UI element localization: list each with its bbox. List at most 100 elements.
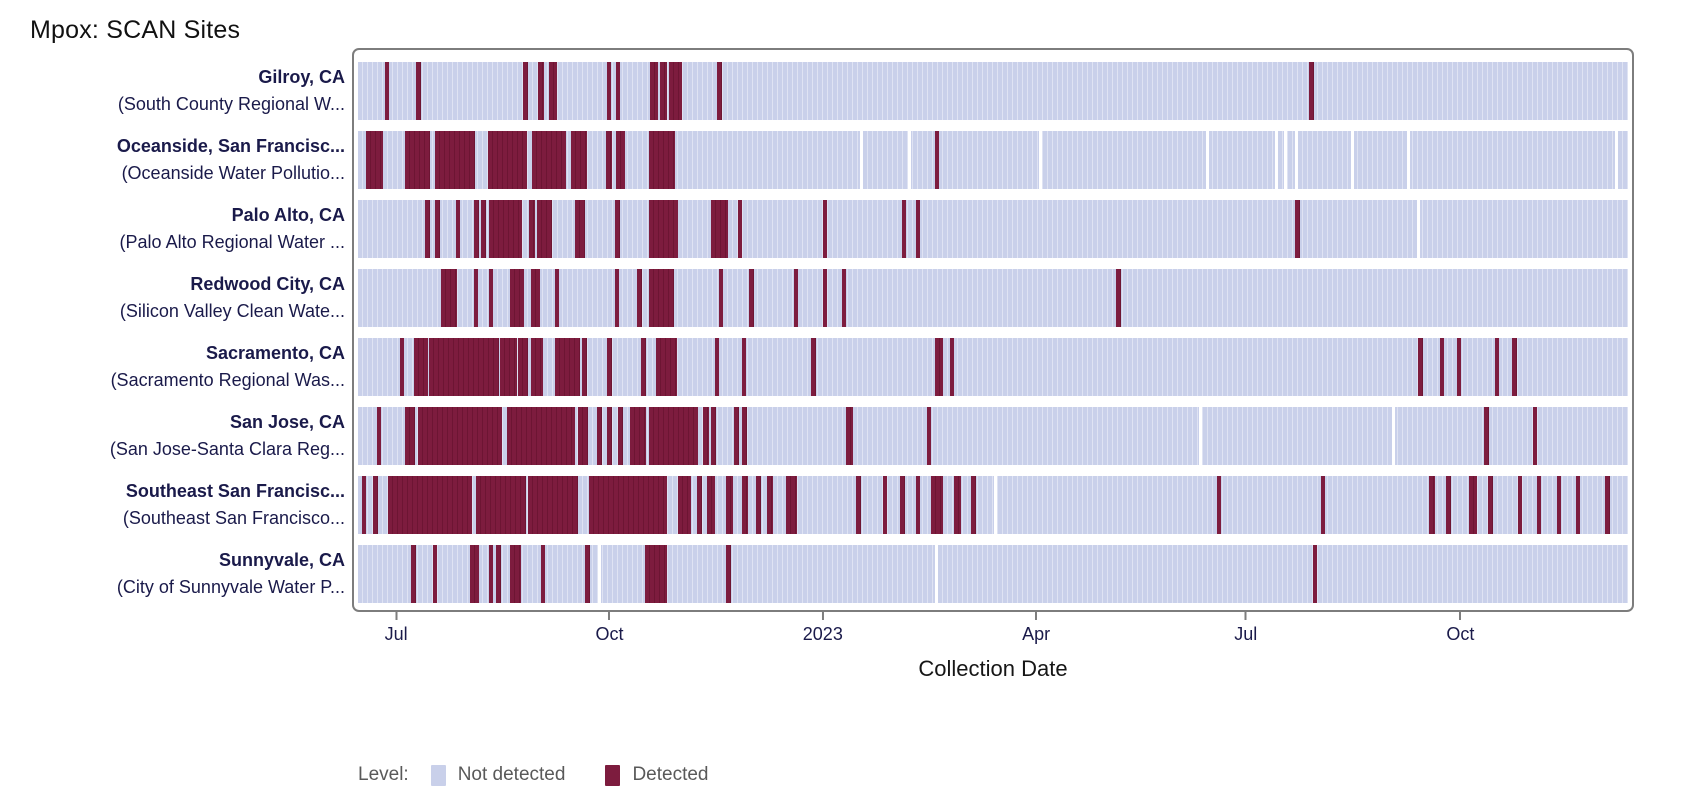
axis-tick: Jul bbox=[1234, 612, 1257, 645]
detected-bar bbox=[822, 269, 828, 327]
detected-bar bbox=[518, 338, 529, 396]
detected-bar bbox=[528, 476, 578, 534]
detected-bar bbox=[487, 131, 527, 189]
detected-bar bbox=[1532, 407, 1538, 465]
detected-bar bbox=[660, 62, 667, 120]
missing-sample-gap bbox=[1615, 131, 1619, 189]
detected-bar bbox=[388, 476, 473, 534]
detected-bar bbox=[585, 545, 590, 603]
axis-tick: 2023 bbox=[803, 612, 843, 645]
not-detected-swatch bbox=[430, 764, 446, 786]
detected-bar bbox=[399, 338, 405, 396]
detected-bar bbox=[416, 62, 421, 120]
detected-bar bbox=[554, 338, 581, 396]
tick-label: Oct bbox=[1446, 624, 1475, 644]
detected-bar bbox=[1575, 476, 1581, 534]
detected-bar bbox=[589, 476, 667, 534]
detected-bar bbox=[915, 200, 920, 258]
missing-sample-gap bbox=[1198, 407, 1202, 465]
detected-bar bbox=[733, 407, 739, 465]
detected-bar bbox=[714, 338, 720, 396]
detected-bar bbox=[953, 476, 962, 534]
detected-bar bbox=[737, 200, 743, 258]
missing-sample-gap bbox=[598, 545, 602, 603]
detected-bar bbox=[373, 476, 379, 534]
detected-bar bbox=[718, 269, 724, 327]
detected-bar bbox=[1428, 476, 1435, 534]
tick-mark bbox=[1244, 612, 1247, 620]
site-row bbox=[358, 131, 1628, 189]
detected-bar bbox=[650, 62, 658, 120]
detected-bar bbox=[614, 269, 619, 327]
detected-bar bbox=[1517, 476, 1522, 534]
axis-tick: Jul bbox=[385, 612, 408, 645]
detected-bar bbox=[435, 200, 440, 258]
site-city: Sunnyvale, CA bbox=[218, 550, 345, 570]
detected-bar bbox=[648, 200, 679, 258]
detected-bar bbox=[1512, 338, 1517, 396]
missing-sample-gap bbox=[1206, 131, 1210, 189]
detected-bar bbox=[915, 476, 920, 534]
tick-label: Jul bbox=[1234, 624, 1258, 644]
tick-mark bbox=[1459, 612, 1462, 620]
legend-item-label: Detected bbox=[632, 764, 709, 785]
detected-bar bbox=[538, 62, 545, 120]
site-facility: (Oceanside Water Pollutio... bbox=[121, 163, 345, 183]
detected-bar bbox=[531, 131, 567, 189]
detected-bar bbox=[365, 131, 384, 189]
tick-mark bbox=[1035, 612, 1038, 620]
legend-item-not-detected: Not detected bbox=[430, 764, 565, 786]
detected-bar bbox=[606, 338, 612, 396]
tick-label: Oct bbox=[595, 624, 624, 644]
detected-bar bbox=[596, 407, 602, 465]
detected-bar bbox=[648, 269, 675, 327]
site-label: San Jose, CA (San Jose-Santa Clara Reg... bbox=[0, 409, 345, 463]
site-city: Palo Alto, CA bbox=[231, 205, 345, 225]
detected-bar bbox=[934, 131, 939, 189]
site-label: Gilroy, CA (South County Regional W... bbox=[0, 64, 345, 118]
site-label: Redwood City, CA (Silicon Valley Clean Wa… bbox=[0, 271, 345, 325]
detected-bar bbox=[1605, 476, 1610, 534]
tick-mark bbox=[395, 612, 398, 620]
detected-bar bbox=[488, 200, 522, 258]
detected-bar bbox=[1313, 545, 1318, 603]
detected-bar bbox=[971, 476, 976, 534]
detected-bar bbox=[581, 338, 587, 396]
detected-bar bbox=[440, 269, 458, 327]
axis-tick: Oct bbox=[595, 612, 623, 645]
detected-bar bbox=[697, 476, 703, 534]
site-city: Redwood City, CA bbox=[190, 274, 345, 294]
site-row bbox=[358, 545, 1628, 603]
site-city: Sacramento, CA bbox=[205, 343, 345, 363]
detected-bar bbox=[554, 269, 560, 327]
site-city: San Jose, CA bbox=[229, 412, 345, 432]
tick-label: 2023 bbox=[802, 624, 843, 644]
legend-item-detected: Detected bbox=[605, 764, 709, 786]
detected-bar bbox=[435, 131, 475, 189]
detected-bar bbox=[618, 407, 624, 465]
site-city: Oceanside, San Francisc... bbox=[116, 136, 345, 156]
site-label: Sacramento, CA (Sacramento Regional Was..… bbox=[0, 340, 345, 394]
missing-sample-gap bbox=[907, 131, 911, 189]
site-row bbox=[358, 62, 1628, 120]
detected-bar bbox=[1469, 476, 1477, 534]
detected-bar bbox=[641, 338, 647, 396]
detected-bar bbox=[822, 200, 828, 258]
detected-bar bbox=[629, 407, 647, 465]
detected-bar bbox=[717, 62, 722, 120]
detected-bar bbox=[1484, 407, 1489, 465]
site-city: Southeast San Francisc... bbox=[125, 481, 345, 501]
detected-bar bbox=[575, 200, 586, 258]
missing-sample-gap bbox=[1295, 131, 1299, 189]
detected-bar bbox=[510, 269, 525, 327]
site-row bbox=[358, 476, 1628, 534]
detected-bar bbox=[615, 62, 621, 120]
detected-bar bbox=[548, 62, 557, 120]
axis-tick: Oct bbox=[1446, 612, 1474, 645]
site-label: Southeast San Francisc... (Southeast San … bbox=[0, 478, 345, 532]
detected-bar bbox=[488, 269, 494, 327]
detected-bar bbox=[510, 545, 521, 603]
detected-bar bbox=[1440, 338, 1445, 396]
detected-bar bbox=[413, 338, 428, 396]
